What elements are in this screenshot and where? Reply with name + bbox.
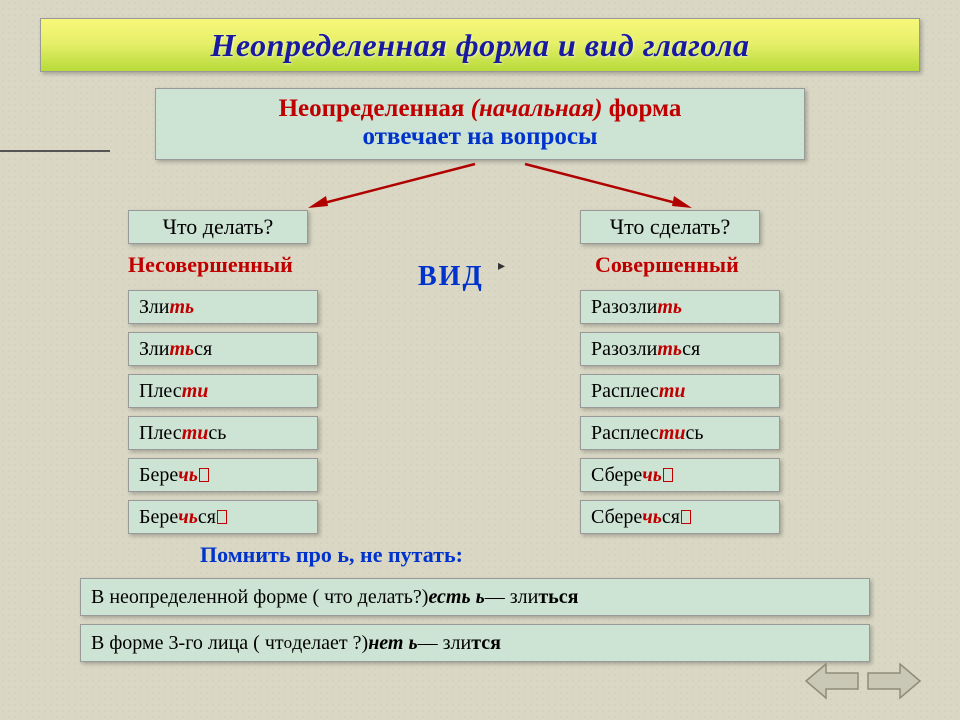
arrow-right-icon — [520, 162, 700, 212]
intro-txt-2: форма — [602, 95, 681, 122]
vid-marker-icon: ▸ — [498, 258, 505, 275]
word-item: Плести — [128, 374, 318, 408]
rule2-p1c: делает ?) — [292, 632, 368, 655]
rule-box-1: В неопределенной форме ( что делать?) ес… — [80, 578, 870, 616]
word-item: Сберечь — [580, 458, 780, 492]
nav-next-button[interactable] — [866, 660, 922, 702]
word-item: Беречься — [128, 500, 318, 534]
title-bar: Неопределенная форма и вид глагола — [40, 18, 920, 72]
intro-line-1: Неопределенная (начальная) форма — [156, 95, 804, 123]
word-item: Злить — [128, 290, 318, 324]
note-text: Помнить про ь, не путать: — [200, 542, 463, 568]
rule2-bold: тся — [471, 632, 501, 655]
rule1-bold: ться — [538, 586, 578, 609]
word-item: Плестись — [128, 416, 318, 450]
question-right: Что сделать? — [580, 210, 760, 244]
horizontal-rule — [0, 150, 110, 152]
word-item: Расплестись — [580, 416, 780, 450]
arrow-left-icon — [300, 162, 480, 212]
aspect-left: Несовершенный — [128, 252, 293, 278]
word-item: Злиться — [128, 332, 318, 366]
question-left: Что делать? — [128, 210, 308, 244]
rule1-p1: В неопределенной форме ( что делать?) — [91, 586, 428, 609]
rule1-em: есть ь — [428, 586, 484, 609]
intro-line-2: отвечает на вопросы — [156, 123, 804, 151]
rule1-p2: — зли — [485, 586, 539, 609]
vid-label: ВИД — [418, 261, 484, 293]
word-item: Беречь — [128, 458, 318, 492]
word-item: Расплести — [580, 374, 780, 408]
word-column-right: Разозлить Разозлиться Расплести Расплестись… — [580, 290, 780, 542]
intro-txt-1: Неопределенная — [279, 95, 471, 122]
intro-txt-ital: (начальная) — [471, 95, 603, 122]
word-item: Разозлиться — [580, 332, 780, 366]
rule2-p1b: о — [284, 633, 293, 653]
rule2-p2: — зли — [418, 632, 472, 655]
nav-prev-button[interactable] — [804, 660, 860, 702]
intro-box: Неопределенная (начальная) форма отвечае… — [155, 88, 805, 160]
rule-box-2: В форме 3-го лица ( что делает ?) нет ь … — [80, 624, 870, 662]
page-title: Неопределенная форма и вид глагола — [210, 27, 749, 64]
rule2-p1: В форме 3-го лица ( чт — [91, 632, 284, 655]
word-item: Сберечься — [580, 500, 780, 534]
rule2-em: нет ь — [368, 632, 417, 655]
word-item: Разозлить — [580, 290, 780, 324]
aspect-right: Совершенный — [595, 252, 739, 278]
word-column-left: Злить Злиться Плести Плестись Беречь Беречься — [128, 290, 318, 542]
